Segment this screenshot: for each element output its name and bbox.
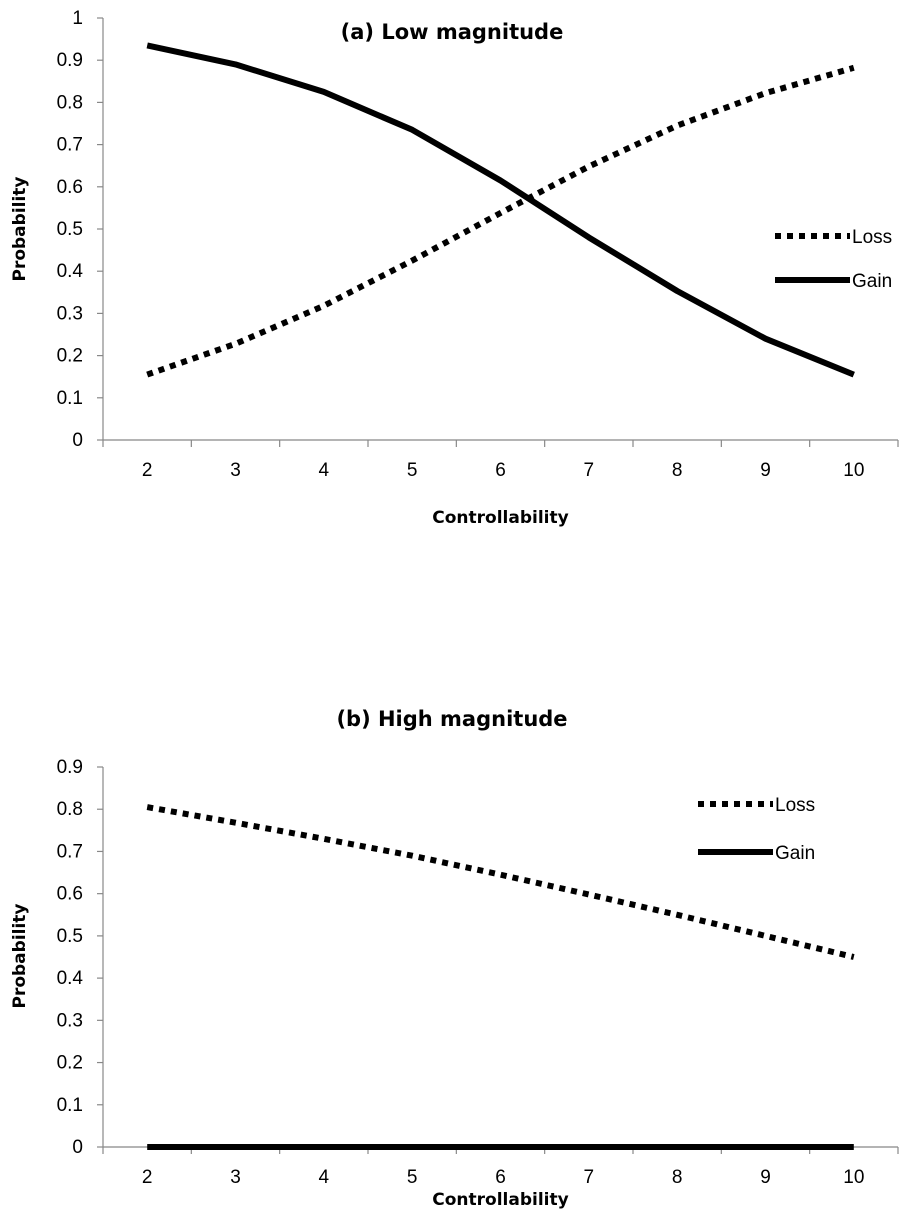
x-tick-label: 7 (584, 460, 595, 481)
y-tick-label: 0.8 (57, 799, 83, 820)
x-tick-label: 5 (407, 460, 418, 481)
y-tick-label: 0 (72, 430, 83, 451)
x-tick-label: 9 (760, 460, 771, 481)
x-tick-label: 4 (319, 1167, 330, 1188)
y-tick-label: 0.3 (57, 303, 83, 324)
x-tick-label: 2 (142, 460, 153, 481)
x-tick-label: 7 (584, 1167, 595, 1188)
y-tick-label: 0 (72, 1137, 83, 1158)
x-tick-label: 9 (760, 1167, 771, 1188)
x-tick-label: 3 (230, 1167, 241, 1188)
y-tick-label: 0.5 (57, 926, 83, 947)
y-tick-label: 0.6 (57, 177, 83, 198)
x-tick-label: 4 (319, 460, 330, 481)
y-tick-label: 0.2 (57, 346, 83, 367)
x-tick-label: 2 (142, 1167, 153, 1188)
y-tick-label: 0.7 (57, 135, 83, 156)
y-tick-label: 1 (72, 8, 83, 29)
x-tick-label: 10 (843, 460, 864, 481)
x-tick-label: 8 (672, 1167, 683, 1188)
y-tick-label: 0.1 (57, 388, 83, 409)
y-tick-label: 0.5 (57, 219, 83, 240)
chart-title: (b) High magnitude (336, 707, 567, 731)
x-tick-label: 6 (495, 1167, 506, 1188)
y-tick-label: 0.8 (57, 92, 83, 113)
y-tick-label: 0.3 (57, 1010, 83, 1031)
x-tick-label: 3 (230, 460, 241, 481)
legend-label-loss: Loss (852, 227, 892, 248)
y-tick-label: 0.4 (57, 968, 84, 989)
y-tick-label: 0.9 (57, 50, 83, 71)
legend-label-gain: Gain (775, 843, 815, 864)
y-tick-label: 0.2 (57, 1053, 83, 1074)
x-tick-label: 5 (407, 1167, 418, 1188)
x-tick-label: 6 (495, 460, 506, 481)
y-tick-label: 0.7 (57, 841, 83, 862)
legend-label-gain: Gain (852, 271, 892, 292)
chart-b: 0 0.1 0.2 0.3 0.4 0.5 0.6 0.7 0.8 0.9 2 3 4 5 6 7 8 9 10 (b… (10, 707, 899, 1210)
legend-label-loss: Loss (775, 795, 815, 816)
series-line-loss (146, 804, 855, 960)
y-axis-title: Probability (10, 903, 30, 1008)
x-axis-title: Controllability (432, 508, 568, 528)
chart-a: 0 0.1 0.2 0.3 0.4 0.5 0.6 0.7 0.8 0.9 1 2 3 4 5 6 7 8 9 10 (… (10, 8, 899, 528)
x-tick-label: 8 (672, 460, 683, 481)
x-axis-title: Controllability (432, 1190, 568, 1210)
chart-title: (a) Low magnitude (341, 20, 564, 44)
x-tick-label: 10 (843, 1167, 864, 1188)
y-tick-label: 0.9 (57, 757, 83, 778)
y-tick-label: 0.4 (57, 261, 84, 282)
y-tick-label: 0.6 (57, 884, 83, 905)
y-tick-label: 0.1 (57, 1095, 83, 1116)
y-axis-title: Probability (10, 176, 30, 281)
